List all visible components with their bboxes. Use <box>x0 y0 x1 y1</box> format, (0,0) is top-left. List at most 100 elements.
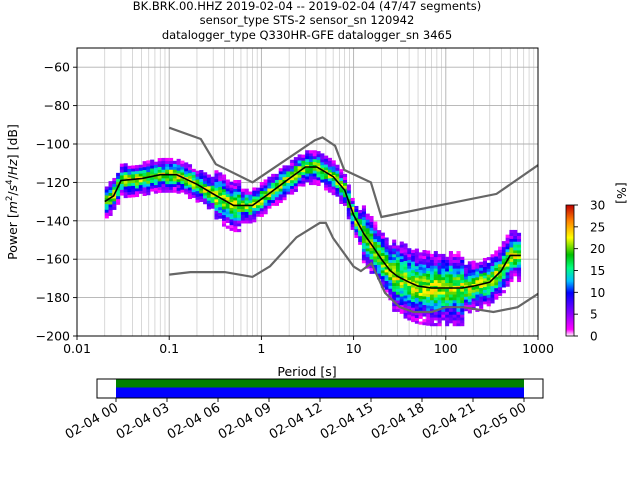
density-cell <box>399 287 404 291</box>
density-cell <box>274 191 280 195</box>
density-cell <box>108 201 113 205</box>
density-cell <box>471 263 476 267</box>
density-cell <box>460 268 465 272</box>
density-cell <box>426 316 431 320</box>
density-cell <box>411 278 416 282</box>
density-cell <box>384 269 389 273</box>
density-cell <box>498 286 503 291</box>
density-cell <box>418 275 423 279</box>
density-cell <box>490 291 495 295</box>
density-cell <box>350 223 355 228</box>
density-cell <box>479 273 484 277</box>
density-cell <box>282 188 287 192</box>
x-tick-label: 0.01 <box>63 341 91 356</box>
density-cell <box>437 265 442 269</box>
density-cell <box>184 191 189 195</box>
density-cell <box>460 308 465 312</box>
density-cell <box>199 195 204 200</box>
density-cell <box>448 285 453 289</box>
density-cell <box>392 242 397 246</box>
density-cell <box>384 286 389 290</box>
density-cell <box>237 194 242 198</box>
density-cell <box>516 235 522 239</box>
density-cell <box>407 282 412 286</box>
density-cell <box>297 160 302 164</box>
density-cell <box>282 194 287 198</box>
density-cell <box>377 250 382 254</box>
density-cell <box>467 290 472 294</box>
density-cell <box>150 176 155 181</box>
density-cell <box>441 300 446 304</box>
density-cell <box>467 275 472 279</box>
density-cell <box>354 220 359 224</box>
density-cell <box>464 279 469 283</box>
density-cell <box>392 245 397 249</box>
density-cell <box>248 205 253 210</box>
density-cell <box>112 198 117 202</box>
density-cell <box>297 177 302 181</box>
density-cell <box>195 179 200 183</box>
density-cell <box>498 284 503 288</box>
density-cell <box>172 160 177 164</box>
density-cell <box>426 296 431 300</box>
density-cell <box>305 167 310 171</box>
density-cell <box>513 255 518 260</box>
density-cell <box>452 285 457 289</box>
density-cell <box>403 260 408 264</box>
density-cell <box>195 176 200 180</box>
density-cell <box>433 253 438 258</box>
density-cell <box>407 302 412 307</box>
density-cell <box>229 187 234 191</box>
density-cell <box>331 177 336 181</box>
density-cell <box>505 283 510 287</box>
density-cell <box>479 296 484 300</box>
density-cell <box>108 198 113 202</box>
density-cell <box>135 182 140 186</box>
density-cell <box>146 183 151 187</box>
density-cell <box>377 241 382 245</box>
density-cell <box>259 199 264 203</box>
density-cell <box>339 192 344 196</box>
density-cell <box>479 287 484 291</box>
density-cell <box>169 157 174 162</box>
density-cell <box>210 176 215 180</box>
density-cell <box>358 241 363 245</box>
density-cell <box>169 186 174 190</box>
density-cell <box>471 298 476 302</box>
density-cell <box>498 275 503 279</box>
density-cell <box>388 253 393 258</box>
density-cell <box>403 246 408 250</box>
density-cell <box>184 165 189 169</box>
density-cell <box>460 274 465 278</box>
density-cell <box>343 196 348 201</box>
density-cell <box>395 251 401 255</box>
density-cell <box>361 222 366 226</box>
density-cell <box>301 163 306 167</box>
density-cell <box>263 182 268 186</box>
density-cell <box>153 164 158 168</box>
density-cell <box>505 277 510 281</box>
density-cell <box>327 163 332 167</box>
density-cell <box>263 188 268 192</box>
timeline-tick-label: 02-04 03 <box>114 400 172 442</box>
density-cell <box>320 153 325 157</box>
density-cell <box>418 312 423 317</box>
density-cell <box>267 196 272 201</box>
density-cell <box>116 178 121 182</box>
density-cell <box>460 302 465 307</box>
density-cell <box>233 217 238 221</box>
density-cell <box>354 228 359 233</box>
density-cell <box>395 268 401 272</box>
density-cell <box>448 259 453 263</box>
density-cell <box>456 282 461 286</box>
density-cell <box>157 158 162 162</box>
density-cell <box>414 283 419 287</box>
density-cell <box>388 274 393 278</box>
coverage-bar <box>116 379 524 388</box>
density-cell <box>475 288 480 292</box>
density-cell <box>214 190 219 194</box>
density-cell <box>467 267 472 271</box>
density-cell <box>312 181 317 186</box>
density-cell <box>441 262 446 266</box>
density-cell <box>445 314 450 318</box>
